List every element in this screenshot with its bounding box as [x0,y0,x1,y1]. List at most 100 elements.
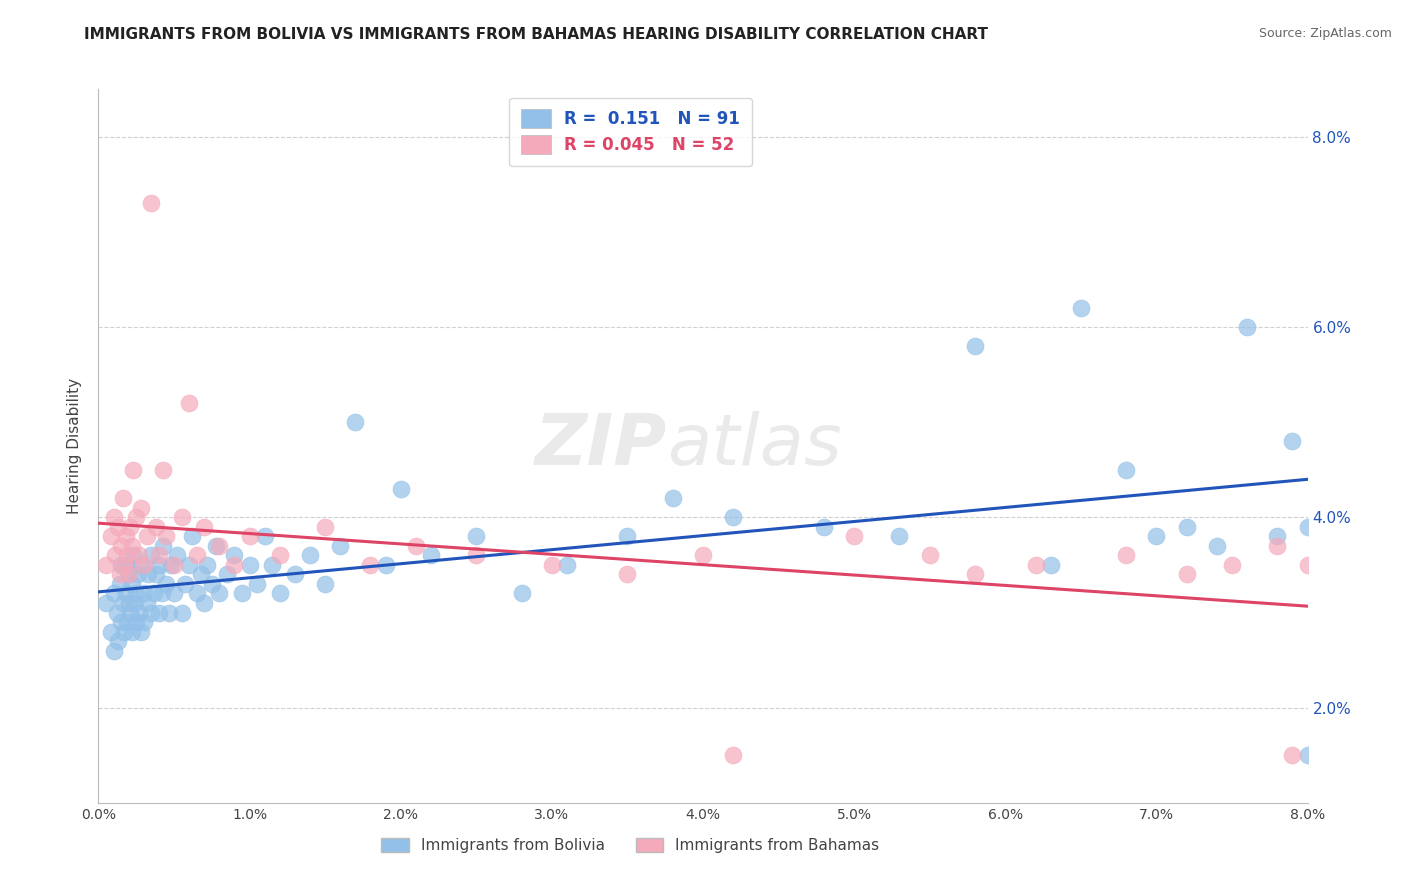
Point [190,567,212,582]
Point [127,567,149,582]
Point [112,624,135,639]
Point [104,549,127,563]
Point [170,606,193,620]
Point [155,529,177,543]
Point [1281,748,1303,763]
Point [148,606,170,620]
Point [152,539,174,553]
Point [105,606,128,620]
Point [163,558,186,572]
Point [103,643,125,657]
Point [889,529,911,543]
Point [121,624,143,639]
Point [118,596,141,610]
Point [314,577,336,591]
Point [135,529,157,543]
Point [110,539,132,553]
Point [284,567,307,582]
Point [166,549,188,563]
Point [100,529,122,543]
Point [100,624,122,639]
Point [231,586,253,600]
Point [132,615,155,629]
Point [555,558,578,572]
Point [465,549,488,563]
Point [129,558,152,572]
Point [205,539,228,553]
Point [141,606,163,620]
Point [1146,529,1168,543]
Point [170,510,193,524]
Point [510,586,533,600]
Point [125,586,148,600]
Point [723,748,745,763]
Point [253,529,276,543]
Text: Source: ZipAtlas.com: Source: ZipAtlas.com [1258,27,1392,40]
Point [125,510,148,524]
Point [129,500,152,515]
Point [1024,558,1046,572]
Point [128,606,150,620]
Point [107,634,129,648]
Legend: Immigrants from Bolivia, Immigrants from Bahamas: Immigrants from Bolivia, Immigrants from… [375,832,886,859]
Point [110,558,132,572]
Point [723,510,745,524]
Point [1267,539,1289,553]
Point [1206,539,1229,553]
Point [181,529,204,543]
Point [111,491,134,506]
Point [114,558,136,572]
Point [1115,463,1137,477]
Point [155,577,177,591]
Point [135,596,157,610]
Point [152,463,174,477]
Point [269,549,291,563]
Point [201,577,224,591]
Point [1296,520,1319,534]
Point [1267,529,1289,543]
Point [918,549,941,563]
Y-axis label: Hearing Disability: Hearing Disability [67,378,83,514]
Point [115,549,138,563]
Point [661,491,683,506]
Point [118,567,141,582]
Point [329,539,352,553]
Point [107,520,129,534]
Point [160,558,183,572]
Point [965,567,987,582]
Point [208,539,231,553]
Point [122,463,145,477]
Point [224,558,246,572]
Text: IMMIGRANTS FROM BOLIVIA VS IMMIGRANTS FROM BAHAMAS HEARING DISABILITY CORRELATIO: IMMIGRANTS FROM BOLIVIA VS IMMIGRANTS FR… [84,27,988,42]
Point [179,396,201,410]
Point [148,558,170,572]
Point [360,558,382,572]
Point [94,596,117,610]
Point [389,482,412,496]
Point [269,586,291,600]
Point [122,549,145,563]
Point [1281,434,1303,449]
Point [239,558,262,572]
Point [420,549,443,563]
Point [141,549,163,563]
Point [121,577,143,591]
Point [129,624,152,639]
Point [136,567,159,582]
Point [195,558,218,572]
Point [405,539,427,553]
Point [314,520,336,534]
Point [1175,567,1198,582]
Point [150,586,173,600]
Point [1039,558,1062,572]
Point [1175,520,1198,534]
Point [1296,748,1319,763]
Point [128,549,150,563]
Point [125,615,148,629]
Point [121,539,143,553]
Point [173,577,195,591]
Point [1220,558,1243,572]
Point [108,567,131,582]
Point [114,586,136,600]
Point [224,549,246,563]
